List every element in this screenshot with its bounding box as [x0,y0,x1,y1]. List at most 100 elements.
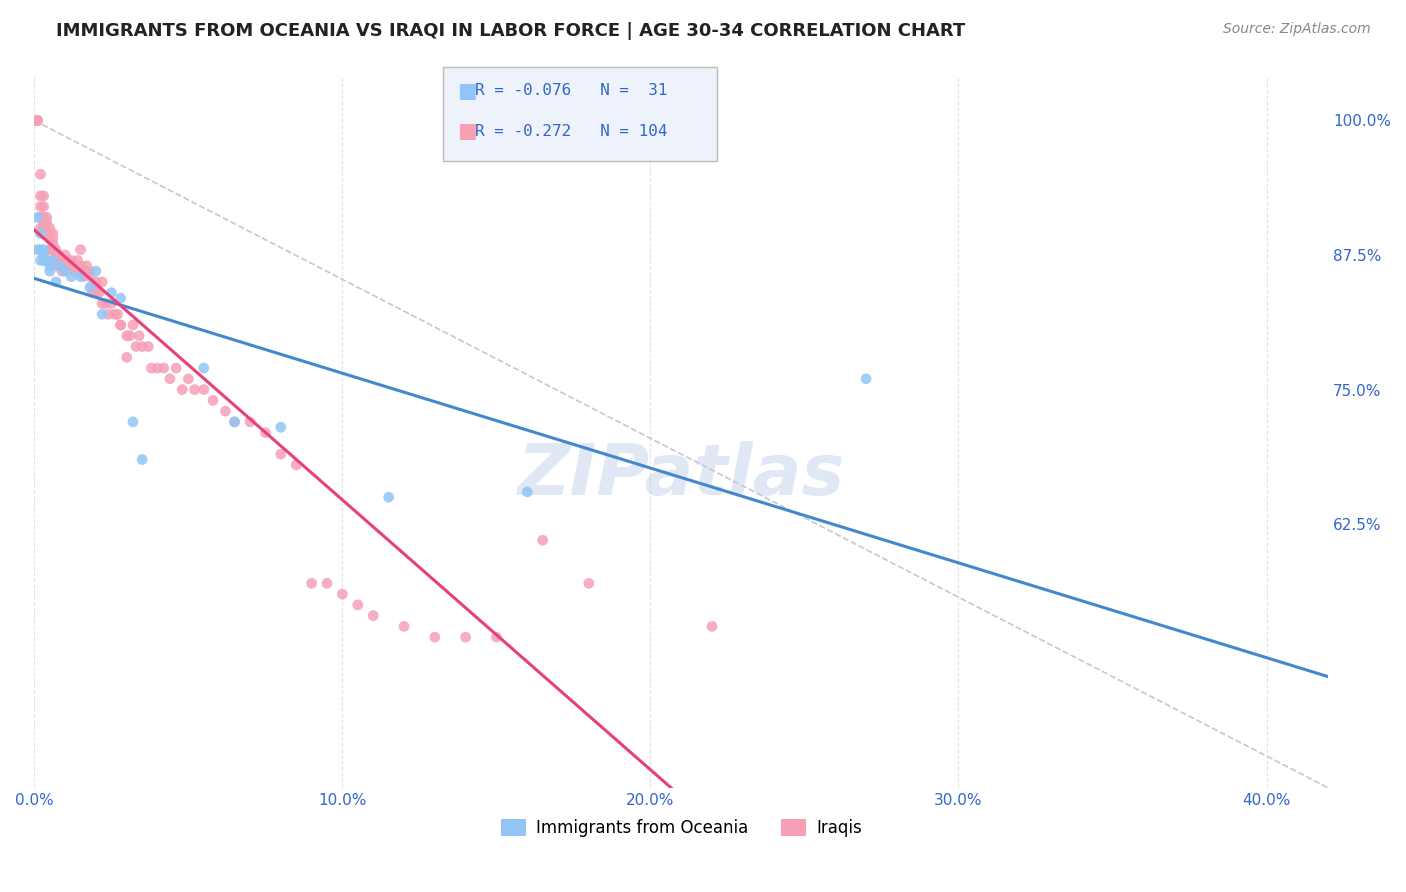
Point [53,253,76,268]
Point [32,200,55,214]
Point [35,211,58,225]
Point [110,318,132,332]
Point [38,232,60,246]
Point [110,318,132,332]
Point [51,264,73,278]
Point [76,259,98,273]
Point [35,253,58,268]
Point [45,253,67,268]
Point [27,211,49,225]
Point [60,269,83,284]
Point [53,248,76,262]
Point [285,458,308,472]
Point [159,372,181,386]
Point [224,415,246,429]
Point [53,259,76,273]
Point [30,189,52,203]
Point [377,490,399,504]
Point [146,361,169,376]
Point [115,351,138,365]
Point [38,227,60,241]
Point [214,404,236,418]
Text: ■: ■ [457,121,477,141]
Point [392,619,415,633]
Point [27,243,49,257]
Point [30,200,52,214]
Point [91,296,114,310]
Point [32,253,55,268]
Point [30,227,52,241]
Point [66,264,89,278]
Point [97,307,120,321]
Point [48,248,70,262]
Point [73,264,96,278]
Point [32,189,55,203]
Point [193,361,215,376]
Point [115,328,138,343]
Point [270,447,292,461]
Point [224,415,246,429]
Point [91,275,114,289]
Point [30,211,52,225]
Point [172,383,194,397]
Point [91,307,114,321]
Point [346,598,368,612]
Point [107,307,129,321]
Point [82,285,104,300]
Point [69,269,91,284]
Point [183,383,205,397]
Point [45,275,67,289]
Point [66,253,89,268]
Point [165,361,187,376]
Point [103,307,125,321]
Point [100,285,122,300]
Point [27,113,49,128]
Point [118,328,141,343]
Point [42,227,65,241]
Point [110,291,132,305]
Point [69,259,91,273]
Point [84,285,107,300]
Point [38,259,60,273]
Point [51,253,73,268]
Point [177,372,200,386]
Point [700,619,723,633]
Point [35,221,58,235]
Point [270,420,292,434]
Point [30,253,52,268]
Point [38,221,60,235]
Point [42,232,65,246]
Point [87,285,110,300]
Point [32,216,55,230]
Point [193,383,215,397]
Point [316,576,339,591]
Point [42,253,65,268]
Point [30,167,52,181]
Point [42,237,65,252]
Point [79,280,101,294]
Point [27,113,49,128]
Point [32,221,55,235]
Point [30,221,52,235]
Point [332,587,354,601]
Point [82,280,104,294]
Point [60,259,83,273]
Point [58,259,80,273]
Point [531,533,554,548]
Point [35,253,58,268]
Point [32,248,55,262]
Point [76,264,98,278]
Point [30,243,52,257]
Point [53,264,76,278]
Point [138,339,160,353]
Point [63,264,86,278]
Point [454,630,477,644]
Point [51,259,73,273]
Point [35,216,58,230]
Point [516,484,538,499]
Text: R = -0.076   N =  31: R = -0.076 N = 31 [475,84,668,98]
Text: IMMIGRANTS FROM OCEANIA VS IRAQI IN LABOR FORCE | AGE 30-34 CORRELATION CHART: IMMIGRANTS FROM OCEANIA VS IRAQI IN LABO… [56,22,966,40]
Point [73,269,96,284]
Text: R = -0.272   N = 104: R = -0.272 N = 104 [475,124,668,138]
Point [48,259,70,273]
